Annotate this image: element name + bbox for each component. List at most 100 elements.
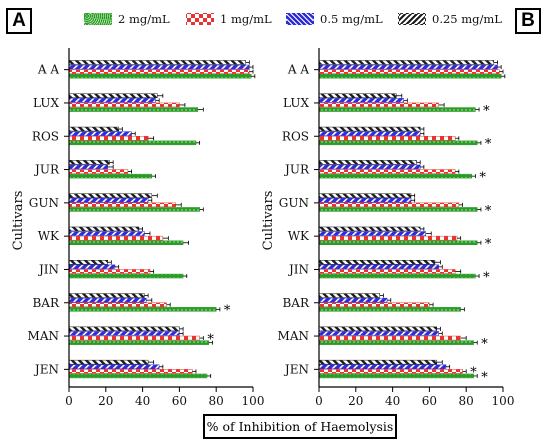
panel-label-a: A [6,8,32,34]
panel-b-bar-aa-1mg [318,69,500,74]
panel-a-bar-bar-025mg [68,293,145,298]
panel-a-bar-jen-1mg [68,369,193,374]
panel-a-bar-wk-2mg [68,240,184,245]
panel-b-bar-ros-2mg [318,140,478,146]
legend-item-1mg: 1 mg/mL [186,10,272,28]
legend-label-025mg: 0.25 mg/mL [432,12,502,26]
panel-a-bar-man-1mg [68,335,200,341]
panel-a-bar-wk-1mg [68,235,164,241]
panel-b-significance-ros-2mg: * [485,137,492,152]
panel-a-bar-jur-1mg [68,169,129,174]
panel-a-bar-jen-025mg [68,359,149,365]
panel-b-x-tick-label-0: 0 [315,394,323,408]
panel-b-bar-gun-2mg [318,207,478,212]
panel-a-category-label-wk: WK [38,229,60,243]
legend-swatch-2mg [84,13,112,25]
panel-a-bar-aa-1mg [68,69,250,74]
panel-b-bar-wk-05mg [318,231,426,236]
panel-a-bar-ros-025mg [68,126,119,132]
panel-b-bar-wk-1mg [318,235,458,241]
panel-b-x-tick-label-40: 40 [385,394,400,408]
panel-b-bar-man-1mg [318,335,461,341]
panel-a-bar-ros-05mg [68,131,132,136]
panel-b-x-tick-label-80: 80 [459,394,474,408]
panel-a-bar-wk-025mg [68,226,140,232]
legend-label-1mg: 1 mg/mL [220,12,272,26]
legend-label-05mg: 0.5 mg/mL [320,12,383,26]
panel-a-bar-man-2mg [68,340,210,345]
panel-a-bar-aa-025mg [68,60,246,65]
panel-b-bar-aa-05mg [318,64,498,70]
panel-a-category-label-jur: JUR [33,163,60,177]
panel-a-bar-man-05mg [68,331,180,336]
legend-swatch-025mg [398,13,426,25]
panel-a-category-label-man: MAN [28,329,59,343]
panel-b-bar-aa-2mg [318,74,502,79]
panel-a-bar-gun-025mg [68,193,153,198]
panel-a-significance-man-1mg: * [207,332,214,347]
panel-b-bar-lux-025mg [318,93,397,98]
panel-b-category-label-bar: BAR [282,296,309,310]
panel-b-bar-jen-2mg [318,373,474,379]
panel-b-category-label-jur: JUR [283,163,310,177]
panel-b-significance-jen-1mg: * [470,366,477,381]
panel-b-bar-jur-1mg [318,169,456,174]
panel-b-bar-gun-05mg [318,198,412,203]
panel-b-bar-jin-05mg [318,264,439,270]
panel-a-bar-lux-025mg [68,93,158,98]
panel-b-x-tick-label-20: 20 [348,394,363,408]
panel-b-bar-lux-05mg [318,98,404,103]
panel-b-bar-bar-2mg [318,307,461,312]
legend-label-2mg: 2 mg/mL [118,12,170,26]
panel-b-bar-jen-025mg [318,359,438,365]
panel-b-significance-jin-2mg: * [483,270,490,285]
panel-a-bar-ros-2mg [68,140,197,146]
panel-b-bar-wk-2mg [318,240,478,245]
panel-b-bar-jen-1mg [318,369,463,374]
legend-swatch-05mg [286,13,314,25]
panel-a-bar-bar-1mg [68,302,167,307]
panel-b-significance-jen-2mg: * [481,370,488,385]
panel-a-y-axis-label: Cultivars [11,191,26,251]
panel-b-bar-lux-1mg [318,102,439,108]
panel-a-bar-aa-2mg [68,74,252,79]
panel-b-bar-wk-025mg [318,226,421,232]
legend-item-025mg: 0.25 mg/mL [398,10,502,28]
panel-a-bar-jin-1mg [68,269,151,274]
panel-a-category-label-lux: LUX [33,96,59,110]
panel-a-x-tick-label-40: 40 [135,394,150,408]
panel-b-category-label-wk: WK [288,229,310,243]
panel-b-bar-man-025mg [318,326,438,332]
panel-a-bar-gun-05mg [68,198,149,203]
panel-b-bar-ros-1mg [318,136,456,141]
panel-b-category-label-jin: JIN [287,262,309,276]
legend-swatch-1mg [186,13,214,25]
panel-a-bar-wk-05mg [68,231,145,236]
panel-a-bar-lux-05mg [68,98,156,103]
legend-item-05mg: 0.5 mg/mL [286,10,383,28]
panel-b-bar-ros-05mg [318,131,421,136]
panel-b-category-label-aa: A A [287,63,309,77]
panel-a-bar-man-025mg [68,326,180,332]
panel-a-bar-lux-2mg [68,107,199,112]
panel-a-bar-jen-05mg [68,364,160,369]
panel-a-category-label-gun: GUN [29,196,59,210]
panel-b-category-label-lux: LUX [283,96,309,110]
panel-b-bar-jin-2mg [318,273,476,279]
panel-a-bar-jin-025mg [68,260,108,265]
panel-a-x-tick-label-20: 20 [98,394,113,408]
panel-a-bar-jen-2mg [68,373,208,379]
panel-a-category-label-jen: JEN [33,362,59,376]
panel-a-category-label-jin: JIN [37,262,59,276]
panel-b-significance-lux-2mg: * [483,104,490,119]
panel-b-significance-wk-2mg: * [485,237,492,252]
panel-label-b: B [515,8,541,34]
panel-b-bar-aa-025mg [318,60,495,65]
panel-a-category-label-bar: BAR [32,296,59,310]
panel-b-significance-man-2mg: * [481,337,488,352]
panel-a-bar-bar-2mg [68,307,217,312]
panel-b-category-label-man: MAN [278,329,309,343]
panel-b-bar-lux-2mg [318,107,476,112]
panel-a-x-tick-label-80: 80 [209,394,224,408]
